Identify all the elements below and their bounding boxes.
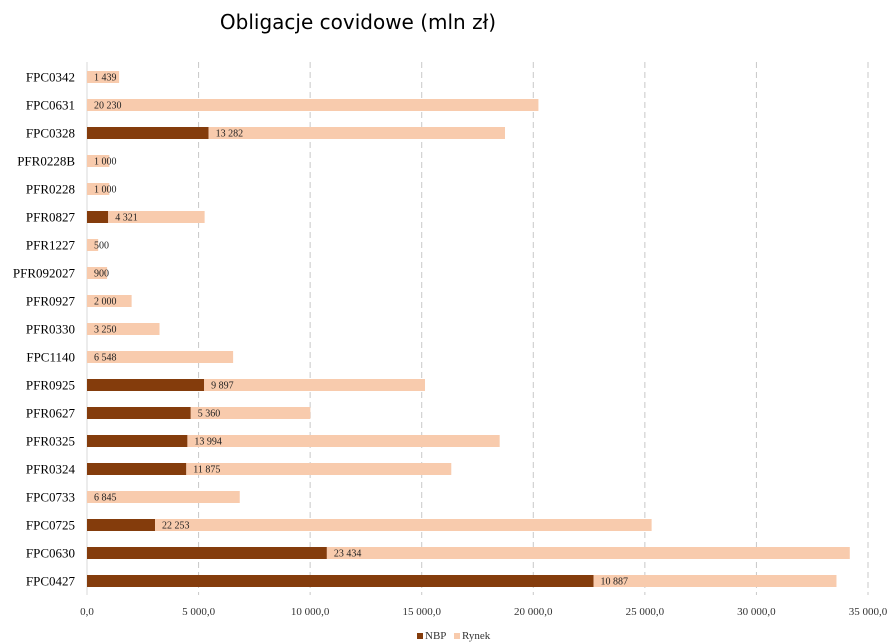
category-label: PFR0228 [26, 182, 75, 197]
bar-rynek [87, 239, 99, 251]
data-label: 20 230 [94, 101, 122, 112]
category-label: FPC0342 [26, 70, 75, 85]
x-tick-label: 15 000,0 [402, 606, 441, 618]
legend-label: Rynek [462, 630, 491, 642]
bar-nbp [87, 435, 188, 447]
legend-label: NBP [425, 630, 446, 642]
data-label: 13 994 [194, 437, 222, 448]
legend-swatch [417, 633, 423, 639]
bar-rynek [87, 71, 120, 83]
data-label: 1 000 [94, 185, 117, 196]
category-label: PFR0228B [17, 154, 75, 169]
data-label: 4 321 [115, 213, 138, 224]
category-label: PFR0925 [26, 378, 75, 393]
bar-rynek [186, 463, 452, 475]
bar-nbp [87, 547, 327, 559]
category-label: PFR0627 [26, 406, 76, 421]
legend-swatch [454, 633, 460, 639]
bar-rynek [87, 351, 234, 363]
category-label: FPC0733 [26, 490, 75, 505]
data-label: 1 000 [94, 157, 117, 168]
data-label: 6 548 [94, 353, 117, 364]
data-label: 10 887 [601, 577, 629, 588]
data-label: 1 439 [94, 73, 117, 84]
bar-rynek [155, 519, 652, 531]
data-label: 2 000 [94, 297, 117, 308]
x-tick-label: 30 000,0 [737, 606, 776, 618]
data-label: 11 875 [193, 465, 220, 476]
legend: NBP Rynek [417, 630, 491, 642]
x-tick-label: 10 000,0 [291, 606, 330, 618]
bar-rynek [208, 127, 505, 139]
data-label: 500 [94, 241, 109, 252]
bar-rynek [87, 183, 110, 195]
data-label: 22 253 [162, 521, 190, 532]
data-label: 23 434 [334, 549, 362, 560]
bar-nbp [87, 211, 109, 223]
bar-rynek [87, 323, 160, 335]
category-label: FPC0631 [26, 98, 75, 113]
bar-rynek [187, 435, 500, 447]
bar-rynek [87, 267, 108, 279]
category-label: FPC1140 [26, 350, 75, 365]
data-label: 900 [94, 269, 109, 280]
data-label: 13 282 [216, 129, 244, 140]
bar-rynek [593, 575, 837, 587]
bar-nbp [87, 463, 187, 475]
category-label: PFR0330 [26, 322, 75, 337]
chart-title: Obligacje covidowe (mln zł) [219, 10, 497, 34]
x-tick-label: 5 000,0 [182, 606, 216, 618]
category-label: FPC0328 [26, 126, 75, 141]
bar-rynek [190, 407, 311, 419]
grid-lines [86, 62, 869, 595]
bars [87, 71, 850, 587]
bar-rynek [87, 295, 132, 307]
bar-rynek [326, 547, 850, 559]
x-tick-label: 25 000,0 [626, 606, 665, 618]
bar-rynek [87, 491, 240, 503]
x-tick-label: 0,0 [80, 606, 94, 618]
data-label: 9 897 [211, 381, 234, 392]
category-label: PFR1227 [26, 238, 76, 253]
data-label: 3 250 [94, 325, 117, 336]
bar-rynek [204, 379, 425, 391]
x-tick-label: 35 000,0 [849, 606, 888, 618]
bar-nbp [87, 519, 156, 531]
category-label: PFR0827 [26, 210, 76, 225]
bar-rynek [87, 99, 539, 111]
x-tick-label: 20 000,0 [514, 606, 553, 618]
category-label: PFR0324 [26, 462, 76, 477]
bar-nbp [87, 127, 209, 139]
bar-rynek [108, 211, 205, 223]
data-label: 6 845 [94, 493, 117, 504]
category-label: PFR0325 [26, 434, 75, 449]
category-label: FPC0427 [26, 574, 76, 589]
bar-nbp [87, 575, 594, 587]
bar-nbp [87, 379, 205, 391]
category-label: PFR0927 [26, 294, 76, 309]
bar-rynek [87, 155, 110, 167]
category-label: FPC0630 [26, 546, 75, 561]
category-label: FPC0725 [26, 518, 75, 533]
data-label: 5 360 [198, 409, 221, 420]
bar-nbp [87, 407, 191, 419]
category-label: PFR092027 [13, 266, 76, 281]
labels: 0,0 5 000,0 10 000,0 15 000,0 20 000,0 25 000… [13, 70, 888, 619]
